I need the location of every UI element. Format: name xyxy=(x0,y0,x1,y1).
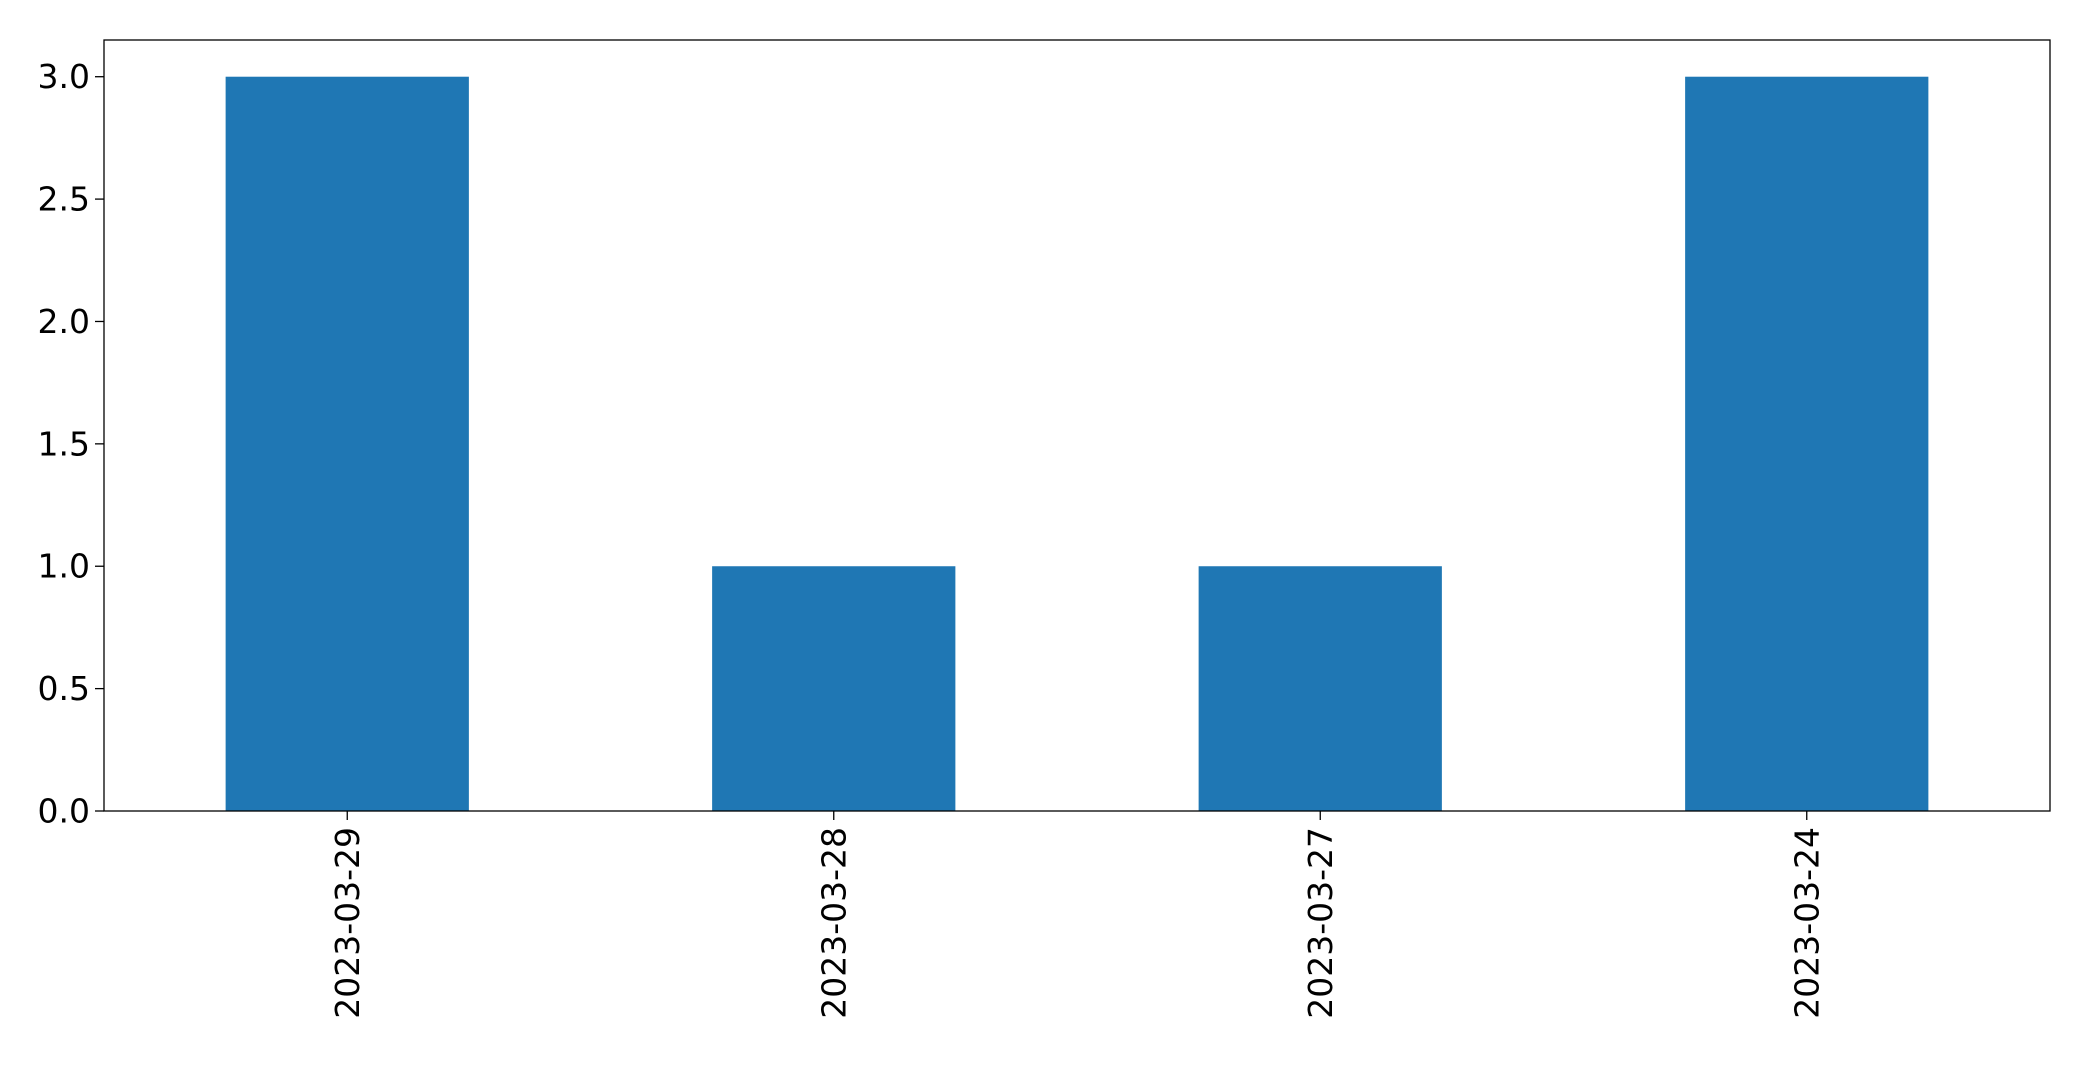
y-tick-label: 0.0 xyxy=(38,792,90,831)
y-axis: 0.0 0.5 1.0 1.5 2.0 2.5 3.0 xyxy=(38,57,104,831)
bars-group xyxy=(225,76,1929,811)
y-tick-label: 0.5 xyxy=(38,669,90,708)
y-tick-label: 1.0 xyxy=(38,547,90,586)
y-tick-label: 1.5 xyxy=(38,424,90,463)
x-tick-label: 2023-03-29 xyxy=(328,827,367,1019)
x-tick-label: 2023-03-28 xyxy=(814,827,853,1019)
y-tick-label: 2.0 xyxy=(38,302,90,341)
plot-frame xyxy=(103,39,2051,812)
x-tick-label: 2023-03-27 xyxy=(1301,827,1340,1019)
x-tick-label: 2023-03-24 xyxy=(1787,827,1826,1019)
bar-2023-03-28 xyxy=(712,566,956,811)
bar-2023-03-24 xyxy=(1685,76,1929,811)
bar-2023-03-29 xyxy=(225,76,469,811)
x-axis: 2023-03-29 2023-03-28 2023-03-27 2023-03-24 xyxy=(328,811,1826,1019)
y-tick-label: 3.0 xyxy=(38,57,90,96)
y-tick-label: 2.5 xyxy=(38,180,90,219)
bar-2023-03-27 xyxy=(1198,566,1442,811)
